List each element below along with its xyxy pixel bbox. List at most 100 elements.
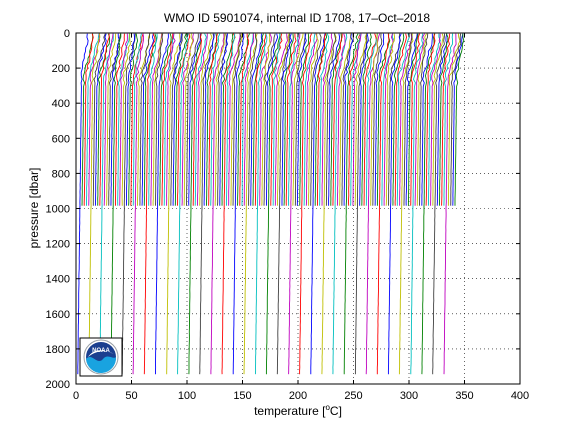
- temperature-profile-line: [416, 33, 427, 206]
- x-tick-label: 150: [233, 390, 251, 402]
- temperature-profile-line: [99, 33, 114, 375]
- temperature-profile-line: [239, 33, 250, 206]
- temperature-profile-line: [352, 33, 362, 206]
- temperature-profile-line: [330, 33, 343, 206]
- temperature-profile-line: [288, 33, 301, 375]
- y-tick-label: 200: [52, 63, 70, 75]
- temperature-profile-line: [341, 33, 354, 206]
- temperature-profile-line: [265, 33, 281, 375]
- temperature-profile-line: [177, 33, 190, 206]
- temperature-profile-line: [152, 33, 163, 206]
- temperature-profile-line: [259, 33, 272, 206]
- temperature-profile-line: [350, 33, 361, 206]
- temperature-profile-line: [387, 33, 402, 375]
- temperature-profile-line: [81, 33, 94, 206]
- temperature-profile-line: [447, 33, 461, 206]
- temperature-profile-line: [354, 33, 368, 375]
- temperature-profile-line: [370, 33, 379, 206]
- temperature-profile-line: [188, 33, 201, 206]
- temperature-profile-line: [161, 33, 174, 206]
- y-axis-ticks: 0 200 400 600 800 1000 1200 1400 1600 1800 2000: [46, 28, 520, 391]
- temperature-profile-line: [419, 33, 429, 206]
- temperature-profile-line: [432, 33, 446, 375]
- temperature-profile-line: [210, 33, 225, 375]
- temperature-profile-line: [261, 33, 271, 206]
- temperature-profile-line: [452, 33, 464, 206]
- y-tick-label: 0: [64, 28, 70, 40]
- temperature-profile-line: [88, 33, 101, 375]
- temperature-profile-line: [143, 33, 156, 375]
- temperature-profile-line: [137, 33, 151, 206]
- temperature-profile-line: [188, 33, 202, 375]
- temperature-profile-line: [310, 33, 322, 206]
- temperature-profiles: [77, 33, 465, 375]
- temperature-profile-line: [166, 33, 181, 375]
- temperature-profile-line: [265, 33, 279, 206]
- temperature-profile-line: [272, 33, 281, 206]
- temperature-profile-line: [237, 33, 250, 206]
- temperature-profile-line: [374, 33, 385, 206]
- temperature-profile-line: [332, 33, 343, 206]
- temperature-profile-line: [243, 33, 255, 206]
- temperature-profile-line: [385, 33, 396, 206]
- temperature-profile-line: [214, 33, 226, 206]
- temperature-profile-line: [97, 33, 111, 206]
- temperature-profile-line: [103, 33, 114, 206]
- temperature-profile-line: [359, 33, 369, 206]
- temperature-profile-line: [365, 33, 378, 206]
- temperature-profile-line: [114, 33, 125, 206]
- temperature-profile-line: [348, 33, 361, 206]
- chart-title: WMO ID 5901074, internal ID 1708, 17–Oct…: [164, 11, 430, 25]
- temperature-profile-line: [441, 33, 450, 206]
- temperature-profile-line: [388, 33, 401, 206]
- temperature-profile-line: [299, 33, 312, 375]
- y-tick-label: 600: [52, 133, 70, 145]
- temperature-profile-line: [394, 33, 407, 206]
- temperature-profile-line: [155, 33, 169, 375]
- temperature-profile-line: [443, 33, 457, 375]
- temperature-profile-line: [332, 33, 348, 375]
- temperature-profile-line: [228, 33, 241, 206]
- temperature-profile-line: [125, 33, 135, 206]
- temperature-profile-line: [143, 33, 157, 206]
- temperature-profile-line: [208, 33, 218, 206]
- temperature-profile-line: [252, 33, 264, 206]
- temperature-profile-line: [141, 33, 155, 206]
- logo-bird: [88, 350, 114, 357]
- temperature-profile-line: [159, 33, 172, 206]
- temperature-profile-line: [383, 33, 394, 206]
- x-axis-label-degree: o: [325, 403, 330, 412]
- temperature-profile-line: [221, 33, 234, 206]
- temperature-profile-line: [376, 33, 391, 206]
- y-tick-label: 2000: [46, 379, 70, 391]
- temperature-profile-line: [381, 33, 395, 206]
- y-tick-label: 1400: [46, 274, 70, 286]
- temperature-profile-line: [288, 33, 300, 206]
- temperature-profile-line: [88, 33, 101, 206]
- temperature-profile-line: [432, 33, 444, 206]
- temperature-profile-line: [414, 33, 425, 206]
- temperature-profile-line: [106, 33, 117, 206]
- temperature-profile-line: [86, 33, 100, 206]
- x-tick-label: 400: [511, 390, 529, 402]
- temperature-profile-line: [270, 33, 283, 206]
- temperature-profile-line: [192, 33, 202, 206]
- temperature-profile-line: [421, 33, 433, 206]
- temperature-profile-line: [250, 33, 263, 206]
- temperature-profile-line: [99, 33, 110, 206]
- temperature-profile-line: [263, 33, 276, 206]
- temperature-profile-line: [254, 33, 267, 206]
- temperature-profile-line: [77, 33, 89, 375]
- temperature-profile-line: [232, 33, 245, 375]
- y-tick-label: 1000: [46, 204, 70, 216]
- temperature-profile-line: [363, 33, 377, 206]
- temperature-profile-line: [186, 33, 199, 206]
- temperature-profile-line: [148, 33, 158, 206]
- temperature-profile-line: [294, 33, 307, 206]
- temperature-profile-line: [427, 33, 441, 206]
- temperature-profile-line: [221, 33, 236, 375]
- temperature-profile-line: [139, 33, 151, 206]
- temperature-profile-line: [398, 33, 414, 375]
- x-axis-label: temperature [oC]: [254, 403, 342, 418]
- temperature-profile-line: [132, 33, 145, 375]
